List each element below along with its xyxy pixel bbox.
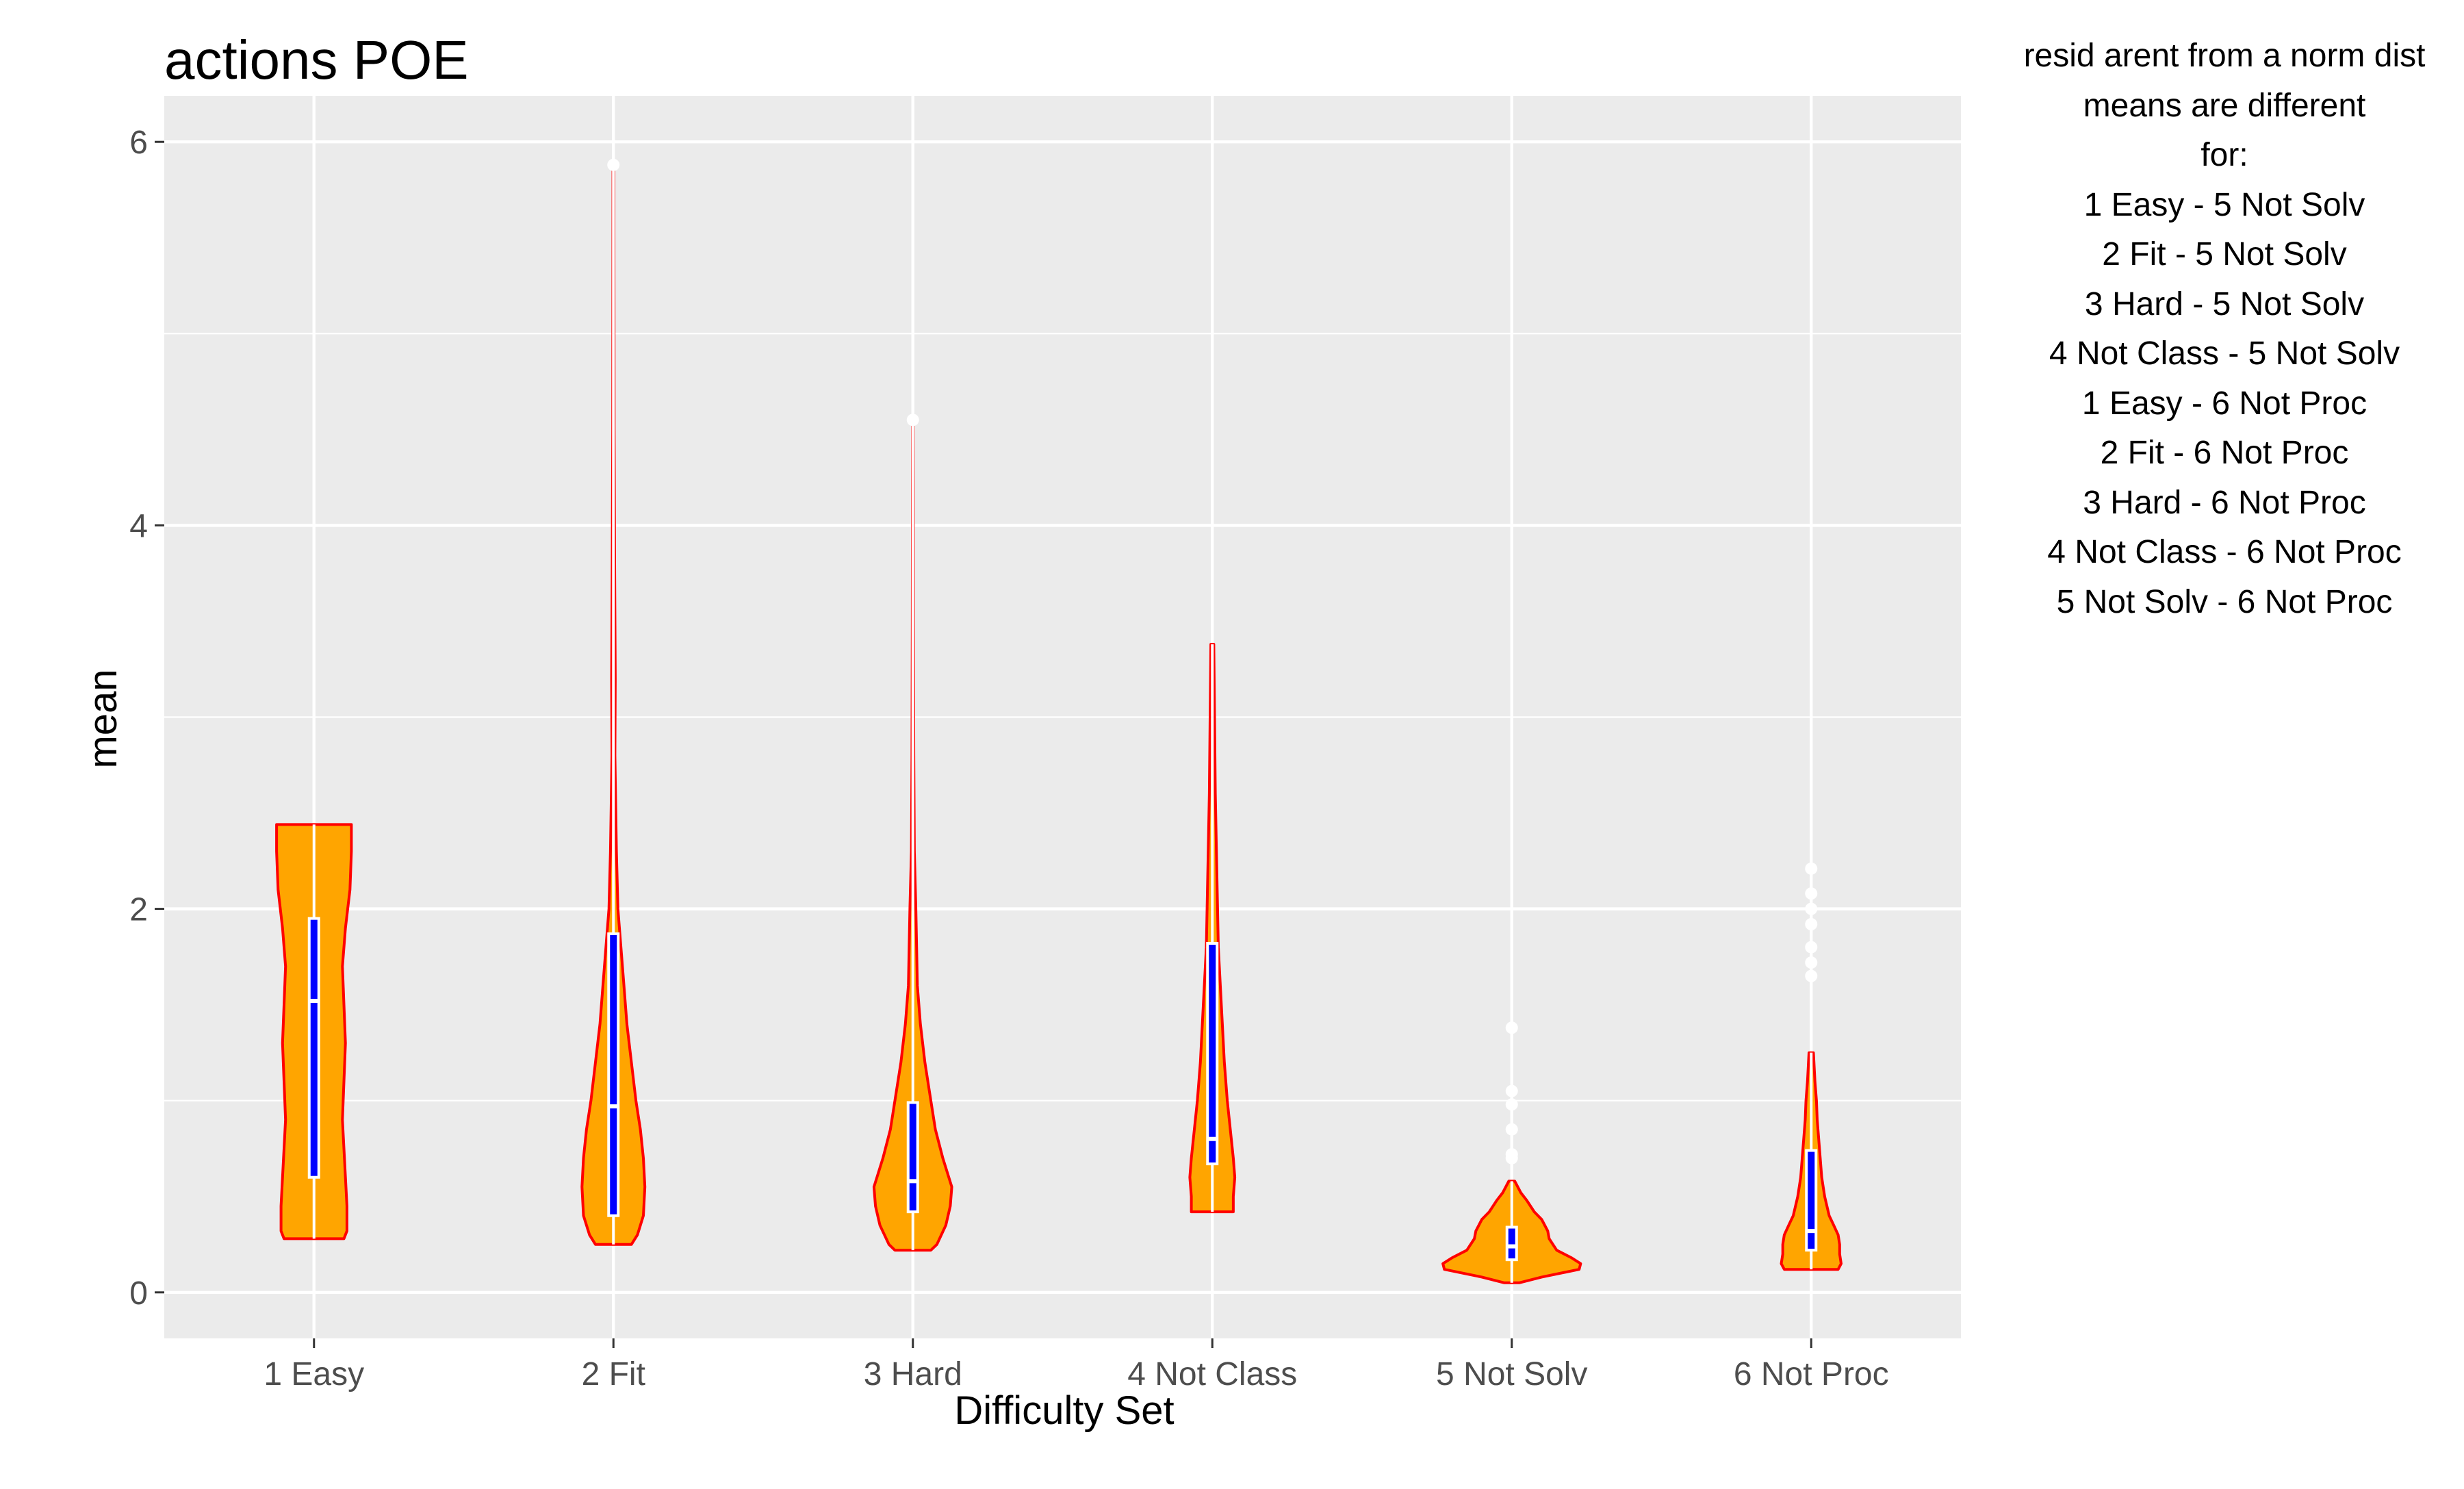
y-tick-label: 0	[129, 1275, 148, 1312]
outlier-point	[1805, 918, 1818, 930]
chart-title: actions POE	[164, 29, 469, 90]
box-iqr	[1805, 1149, 1818, 1252]
outlier-point	[1805, 969, 1818, 982]
outlier-point	[1505, 1021, 1518, 1034]
outlier-point	[1805, 941, 1818, 954]
outlier-point	[1805, 956, 1818, 969]
significance-annotation: resid arent from a norm dist means are di…	[1985, 31, 2464, 627]
outlier-point	[1505, 1148, 1518, 1161]
annotation-line: 1 Easy - 5 Not Solv	[2083, 186, 2365, 223]
annotation-line: 4 Not Class - 5 Not Solv	[2049, 335, 2400, 372]
annotation-line: 3 Hard - 6 Not Proc	[2083, 484, 2366, 521]
violin-group	[580, 158, 647, 1246]
x-tick-label: 1 Easy	[264, 1356, 364, 1392]
box-iqr	[1206, 942, 1219, 1166]
box-iqr	[307, 917, 320, 1179]
x-tick-label: 5 Not Solv	[1436, 1356, 1587, 1392]
y-tick-label: 4	[129, 508, 148, 544]
y-tick-label: 6	[129, 125, 148, 161]
box-iqr	[607, 932, 620, 1217]
box-iqr	[906, 1101, 919, 1214]
annotation-line: 2 Fit - 6 Not Proc	[2100, 435, 2349, 471]
outlier-point	[607, 158, 620, 171]
x-tick-label: 2 Fit	[582, 1356, 645, 1392]
outlier-point	[1505, 1084, 1518, 1097]
box-iqr	[1505, 1225, 1518, 1262]
y-axis: 0 2 4 6	[129, 125, 164, 1312]
outlier-point	[1805, 902, 1818, 915]
annotation-line: 1 Easy - 6 Not Proc	[2081, 385, 2367, 422]
outlier-point	[1805, 887, 1818, 900]
violin-group	[1780, 862, 1843, 1271]
violin-group	[1441, 1021, 1582, 1284]
annotation-line: resid arent from a norm dist	[2023, 38, 2426, 74]
violin-group	[275, 823, 353, 1240]
annotation-line: 3 Hard - 5 Not Solv	[2084, 285, 2365, 322]
y-axis-title: mean	[81, 669, 125, 768]
violin-group	[1188, 643, 1237, 1214]
outlier-point	[906, 413, 919, 427]
x-tick-label: 3 Hard	[864, 1356, 962, 1392]
outlier-point	[1505, 1098, 1518, 1111]
x-axis-title: Difficulty Set	[954, 1388, 1174, 1433]
outlier-point	[1505, 1123, 1518, 1136]
y-tick-label: 2	[129, 892, 148, 928]
annotation-line: means are different	[2083, 87, 2366, 124]
x-axis: 1 Easy 2 Fit 3 Hard 4 Not Class 5 Not Solv 6 …	[264, 1338, 1889, 1392]
violin-group	[872, 413, 953, 1252]
annotation-line: for:	[2200, 137, 2248, 173]
annotation-line: 2 Fit - 5 Not Solv	[2102, 236, 2347, 272]
annotation-line: 5 Not Solv - 6 Not Proc	[2056, 583, 2393, 620]
annotation-line: 4 Not Class - 6 Not Proc	[2047, 534, 2402, 570]
violins	[275, 158, 1843, 1284]
outlier-point	[1805, 862, 1818, 875]
x-tick-label: 4 Not Class	[1127, 1356, 1297, 1392]
x-tick-label: 6 Not Proc	[1734, 1356, 1889, 1392]
